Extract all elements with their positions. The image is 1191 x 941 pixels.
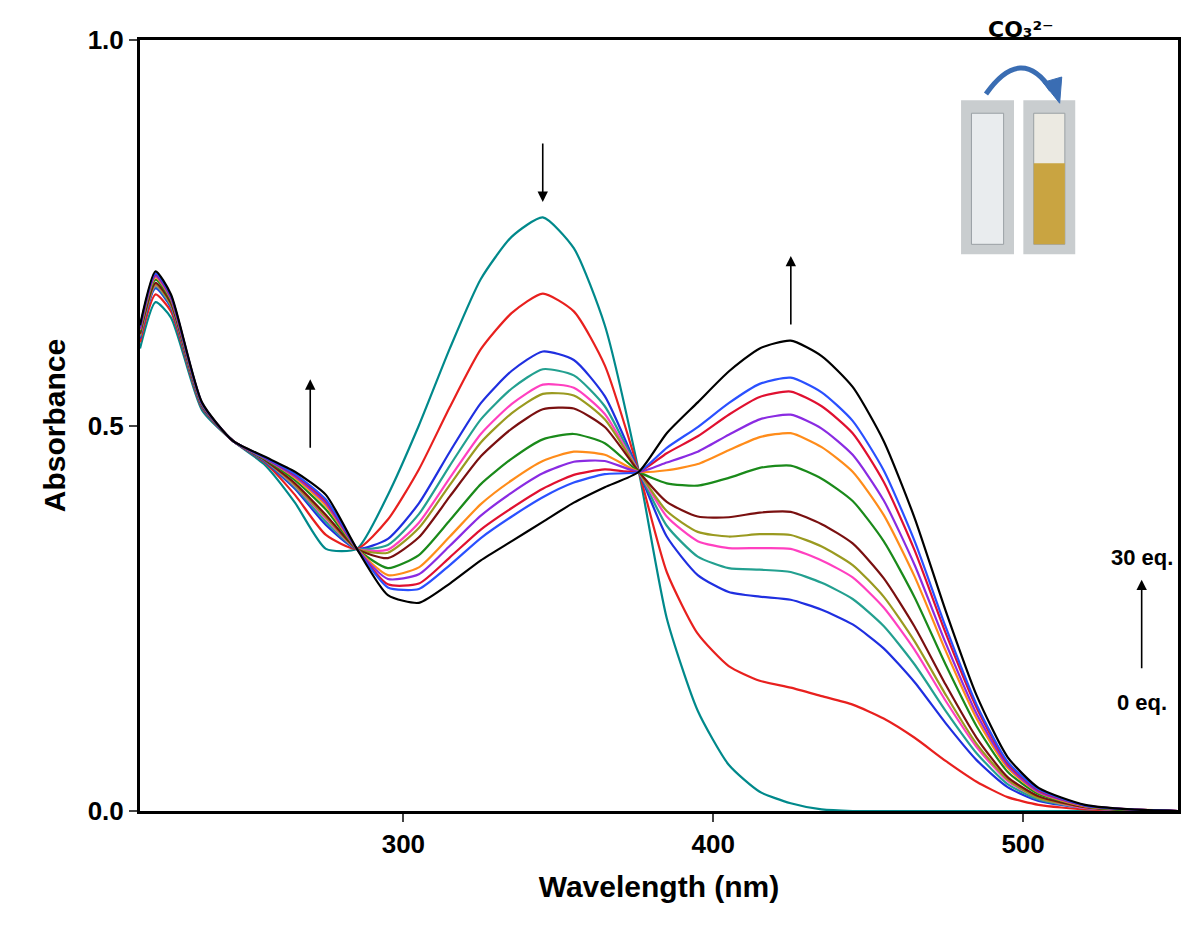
svg-text:500: 500 [1001,829,1044,859]
svg-text:400: 400 [692,829,735,859]
svg-text:0.5: 0.5 [88,411,124,441]
svg-text:CO₃²⁻: CO₃²⁻ [988,17,1054,42]
svg-text:0 eq.: 0 eq. [1117,690,1167,715]
svg-text:Wavelength (nm): Wavelength (nm) [539,870,780,903]
svg-text:30 eq.: 30 eq. [1111,545,1173,570]
svg-text:1.0: 1.0 [88,25,124,55]
svg-text:0.0: 0.0 [88,796,124,826]
svg-text:300: 300 [382,829,425,859]
svg-text:Absorbance: Absorbance [38,339,71,512]
